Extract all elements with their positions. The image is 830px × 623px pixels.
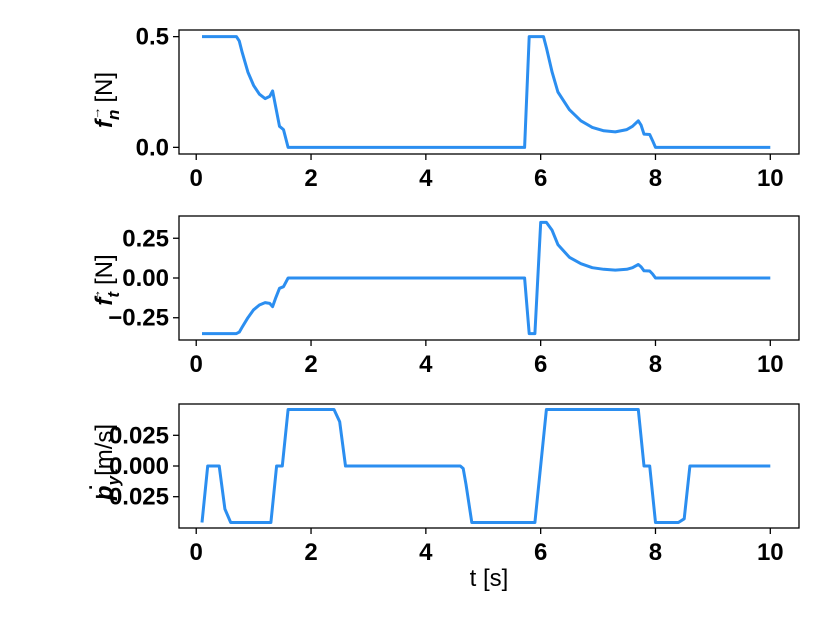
series-fn (202, 35, 771, 149)
xtick-label: 2 (304, 165, 317, 192)
xtick-label: 2 (304, 351, 317, 378)
plot-area-fn (178, 29, 800, 155)
yticks-fn: 0.0 0.5 (136, 24, 179, 161)
xtick-label: 6 (534, 165, 547, 192)
ylabel-ft-unit: [N] (91, 254, 118, 285)
panel-fn: fn→ [N] 0 2 4 6 8 10 0.0 0.5 (88, 24, 800, 192)
svg-text:py·[m/s]: py· [m/s] (81, 424, 123, 501)
ylabel-py-unit: [m/s] (91, 424, 118, 476)
ytick-label: 0.0 (136, 134, 169, 161)
xtick-label: 2 (304, 539, 317, 566)
ylabel-py-dot: · (81, 484, 101, 490)
ytick-label: 0.5 (136, 24, 169, 51)
ylabel-ft-arrow: → (88, 289, 103, 302)
ylabel-fn-arrow: → (88, 107, 103, 120)
ylabel-py-sub: y (104, 474, 123, 486)
xtick-label: 10 (757, 165, 784, 192)
xticks-fn: 0 2 4 6 8 10 (190, 154, 784, 192)
ylabel-fn: fn→ [N] (88, 72, 123, 128)
ylabel-ft-symbol: f (91, 296, 118, 306)
yticks-ft: −0.25 0.00 0.25 (108, 225, 179, 332)
ytick-label: −0.025 (95, 484, 169, 511)
xtick-label: 0 (190, 351, 203, 378)
ytick-label: 0.025 (109, 422, 169, 449)
xtick-label: 0 (190, 165, 203, 192)
xtick-label: 4 (419, 165, 433, 192)
ylabel-py-symbol: p (91, 485, 118, 501)
yticks-py: −0.025 0.000 0.025 (95, 422, 179, 511)
svg-text:fn→[N]: fn→ [N] (88, 72, 123, 128)
svg-text:ft→[N]: ft→ [N] (88, 254, 123, 305)
xtick-label: 6 (534, 539, 547, 566)
series-line-ft-0 (202, 220, 771, 336)
ylabel-fn-unit: [N] (91, 72, 118, 103)
ylabel-py: py· [m/s] (81, 424, 123, 501)
xtick-label: 0 (190, 539, 203, 566)
xtick-label: 8 (649, 539, 662, 566)
xtick-label: 10 (757, 351, 784, 378)
xtick-label: 8 (649, 351, 662, 378)
ytick-label: 0.00 (122, 265, 169, 292)
ytick-label: 0.25 (122, 225, 169, 252)
panel-py: py· [m/s] 0 2 4 6 8 10 −0.025 0.000 0.025 t [s] (81, 403, 800, 592)
xlabel-time: t [s] (470, 565, 509, 592)
ylabel-fn-sub: n (104, 110, 123, 120)
xtick-label: 6 (534, 351, 547, 378)
panel-ft: ft→ [N] 0 2 4 6 8 10 −0.25 0.00 0.25 (88, 215, 800, 378)
ylabel-ft-sub: t (104, 291, 123, 298)
series-line-fn-0 (202, 35, 771, 149)
xtick-label: 8 (649, 165, 662, 192)
series-ft (202, 220, 771, 336)
ylabel-ft: ft→ [N] (88, 254, 123, 305)
series-line-py-0 (200, 408, 771, 524)
xtick-label: 4 (419, 539, 433, 566)
ytick-label: 0.000 (109, 453, 169, 480)
xticks-ft: 0 2 4 6 8 10 (190, 340, 784, 378)
ylabel-fn-symbol: f (91, 118, 118, 128)
series-py (200, 408, 771, 524)
xtick-label: 10 (757, 539, 784, 566)
ytick-label: −0.25 (108, 305, 169, 332)
xtick-label: 4 (419, 351, 433, 378)
xticks-py: 0 2 4 6 8 10 (190, 528, 784, 566)
